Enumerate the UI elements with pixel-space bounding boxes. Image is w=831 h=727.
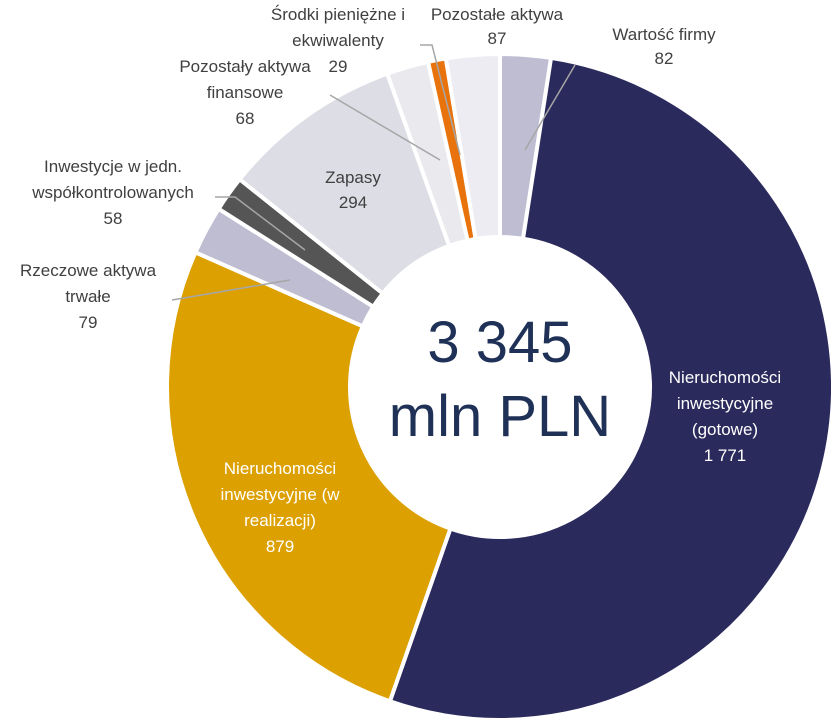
value-label: 87 <box>488 29 507 48</box>
label-line: Pozostałe aktywa <box>431 5 564 24</box>
segment-label: Rzeczowe aktywa trwałe <box>20 261 157 306</box>
leader-line <box>420 44 461 156</box>
label-line: Nieruchomości <box>224 459 336 478</box>
label-line: Rzeczowe aktywa <box>20 261 157 280</box>
donut <box>165 51 831 722</box>
value-label: 294 <box>339 193 367 212</box>
label-line: Zapasy <box>325 168 381 187</box>
label-line: Środki pieniężne i <box>271 5 405 24</box>
segment-label: Pozostały aktywa finansowe <box>179 57 311 102</box>
label-line: Pozostały aktywa <box>179 57 311 76</box>
segment-label: Środki pieniężne i ekwiwalenty <box>271 5 405 50</box>
donut-segment <box>443 51 502 242</box>
leader-line <box>524 64 576 151</box>
value-label: 1 771 <box>704 446 747 465</box>
center-total: 3 345 <box>427 310 572 375</box>
segment-label: Zapasy <box>325 168 381 187</box>
label-line: ekwiwalenty <box>292 31 384 50</box>
leader-line <box>329 94 441 161</box>
value-label: 79 <box>79 313 98 332</box>
leader-line <box>171 279 291 301</box>
label-line: współkontrolowanych <box>31 183 194 202</box>
value-label: 68 <box>236 109 255 128</box>
donut-segment <box>387 55 831 722</box>
segment-label: Pozostałe aktywa <box>431 5 564 24</box>
segment-label: Inwestycje w jedn. współkontrolowanych <box>31 157 194 202</box>
center-unit: mln PLN <box>389 384 611 449</box>
label-line: Inwestycje w jedn. <box>44 157 182 176</box>
label-line: (gotowe) <box>692 420 758 439</box>
label-line: Wartość firmy <box>612 25 716 44</box>
label-line: Nieruchomości <box>669 368 781 387</box>
label-line: inwestycyjne <box>677 394 773 413</box>
label-line: realizacji) <box>244 511 316 530</box>
value-label: 82 <box>655 49 674 68</box>
segment-label: Nieruchomości inwestycyjne (w realizacji) <box>220 459 340 530</box>
value-label: 879 <box>266 537 294 556</box>
leader-line <box>215 196 306 251</box>
value-label: 58 <box>104 209 123 228</box>
value-label: 29 <box>329 57 348 76</box>
segment-label: Nieruchomości inwestycyjne (gotowe) <box>669 368 781 439</box>
label-line: finansowe <box>207 83 284 102</box>
label-line: inwestycyjne (w <box>220 485 340 504</box>
donut-segment <box>165 249 453 704</box>
segment-label: Wartość firmy <box>612 25 716 44</box>
label-line: trwałe <box>65 287 110 306</box>
